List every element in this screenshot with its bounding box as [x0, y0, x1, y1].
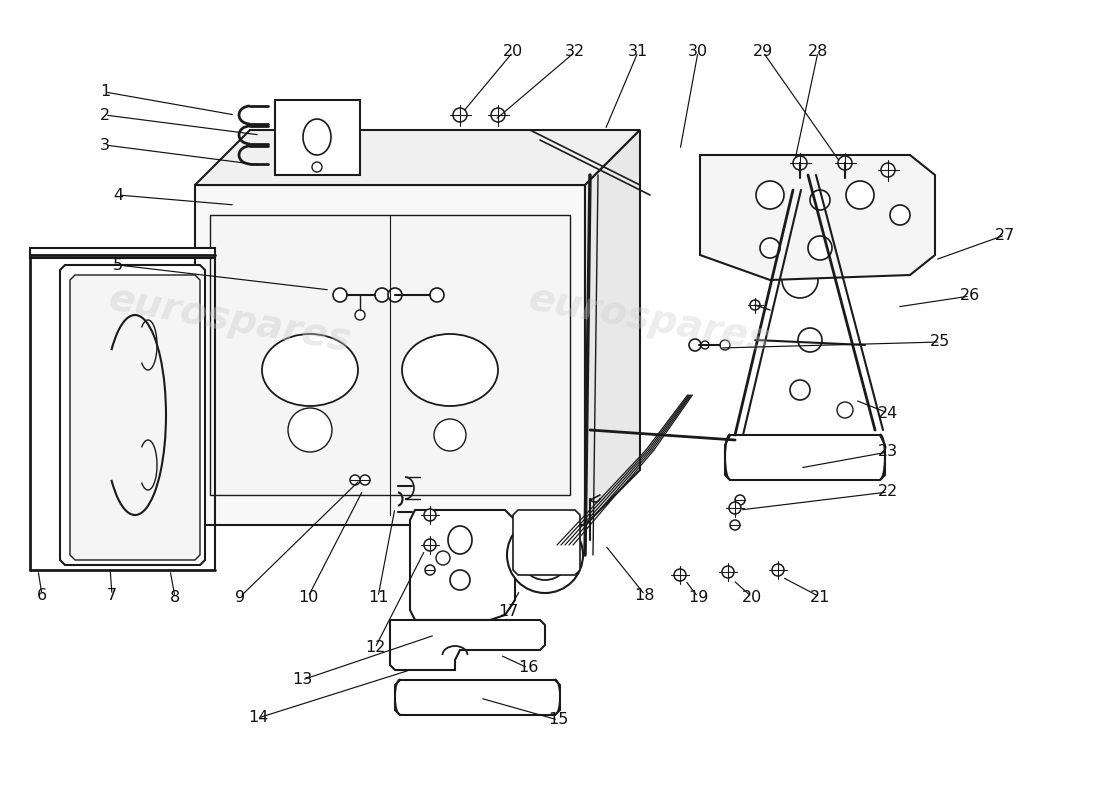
Ellipse shape	[302, 119, 331, 155]
Text: 16: 16	[518, 661, 538, 675]
Ellipse shape	[674, 569, 686, 581]
Text: 14: 14	[248, 710, 268, 726]
Ellipse shape	[424, 539, 436, 551]
Ellipse shape	[846, 181, 874, 209]
Ellipse shape	[838, 156, 853, 170]
Polygon shape	[70, 275, 200, 560]
Ellipse shape	[772, 564, 784, 576]
Ellipse shape	[448, 526, 472, 554]
Text: 17: 17	[498, 605, 518, 619]
Text: 5: 5	[113, 258, 123, 273]
Polygon shape	[513, 510, 580, 575]
Ellipse shape	[425, 565, 435, 575]
Ellipse shape	[491, 108, 505, 122]
Polygon shape	[395, 680, 560, 715]
Polygon shape	[725, 435, 886, 480]
Text: 31: 31	[628, 45, 648, 59]
Ellipse shape	[312, 162, 322, 172]
Text: eurospares: eurospares	[106, 280, 354, 360]
Polygon shape	[390, 620, 544, 670]
Ellipse shape	[436, 551, 450, 565]
Ellipse shape	[434, 419, 466, 451]
Text: 13: 13	[292, 673, 312, 687]
Polygon shape	[700, 155, 935, 280]
Text: 1: 1	[100, 85, 110, 99]
Polygon shape	[275, 100, 360, 175]
Ellipse shape	[760, 238, 780, 258]
Bar	[210, 215, 570, 495]
Ellipse shape	[722, 566, 734, 578]
Text: 11: 11	[367, 590, 388, 605]
Ellipse shape	[750, 300, 760, 310]
Text: 19: 19	[688, 590, 708, 605]
Ellipse shape	[729, 502, 741, 514]
Ellipse shape	[720, 340, 730, 350]
Ellipse shape	[795, 170, 805, 180]
Ellipse shape	[890, 205, 910, 225]
Text: 20: 20	[741, 590, 762, 605]
Ellipse shape	[450, 570, 470, 590]
Text: 3: 3	[100, 138, 110, 153]
Ellipse shape	[790, 380, 810, 400]
Text: 22: 22	[878, 485, 898, 499]
Ellipse shape	[430, 288, 444, 302]
Ellipse shape	[808, 236, 832, 260]
Ellipse shape	[360, 475, 370, 485]
Text: 2: 2	[100, 107, 110, 122]
Ellipse shape	[788, 163, 812, 187]
Text: 4: 4	[113, 187, 123, 202]
Ellipse shape	[810, 190, 830, 210]
Text: eurospares: eurospares	[526, 280, 774, 360]
Ellipse shape	[735, 495, 745, 505]
Ellipse shape	[689, 339, 701, 351]
Text: 25: 25	[930, 334, 950, 350]
Polygon shape	[30, 248, 214, 258]
Text: 20: 20	[503, 45, 524, 59]
Ellipse shape	[520, 530, 570, 580]
Ellipse shape	[355, 310, 365, 320]
Text: 23: 23	[878, 445, 898, 459]
Ellipse shape	[333, 288, 346, 302]
Ellipse shape	[534, 543, 557, 567]
Ellipse shape	[402, 334, 498, 406]
Text: 32: 32	[565, 45, 585, 59]
Ellipse shape	[375, 288, 389, 302]
Text: 8: 8	[169, 590, 180, 605]
Polygon shape	[195, 185, 585, 525]
Ellipse shape	[424, 509, 436, 521]
Ellipse shape	[793, 156, 807, 170]
Text: 26: 26	[960, 289, 980, 303]
Text: 9: 9	[235, 590, 245, 605]
Text: 30: 30	[688, 45, 708, 59]
Polygon shape	[410, 510, 515, 620]
Ellipse shape	[453, 108, 468, 122]
Text: 21: 21	[810, 590, 830, 605]
Text: 27: 27	[994, 227, 1015, 242]
Polygon shape	[195, 130, 640, 185]
Ellipse shape	[756, 181, 784, 209]
Ellipse shape	[798, 328, 822, 352]
Ellipse shape	[507, 517, 583, 593]
Text: 12: 12	[365, 641, 385, 655]
Ellipse shape	[288, 408, 332, 452]
Text: 29: 29	[752, 45, 773, 59]
Text: 7: 7	[107, 587, 117, 602]
Ellipse shape	[388, 288, 401, 302]
Ellipse shape	[730, 520, 740, 530]
Text: 6: 6	[37, 587, 47, 602]
Ellipse shape	[350, 475, 360, 485]
Ellipse shape	[262, 334, 358, 406]
Text: 28: 28	[807, 45, 828, 59]
Text: 18: 18	[635, 587, 656, 602]
Ellipse shape	[701, 341, 710, 349]
Ellipse shape	[837, 402, 852, 418]
Text: 24: 24	[878, 406, 898, 421]
Polygon shape	[60, 265, 205, 565]
Text: 10: 10	[298, 590, 318, 605]
Text: 15: 15	[548, 713, 569, 727]
Ellipse shape	[881, 163, 895, 177]
Polygon shape	[585, 130, 640, 525]
Ellipse shape	[782, 262, 818, 298]
